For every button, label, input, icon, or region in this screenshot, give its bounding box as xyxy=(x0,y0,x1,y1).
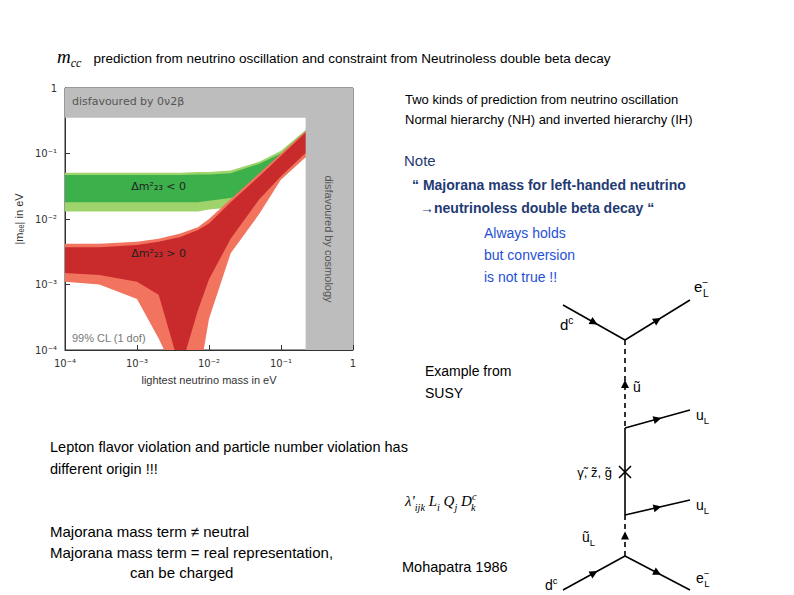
svg-text:10⁻⁴: 10⁻⁴ xyxy=(54,358,76,369)
svg-text:dc: dc xyxy=(545,575,558,593)
svg-text:Lepton flavor violation and pa: Lepton flavor violation and particle num… xyxy=(50,439,408,455)
svg-text:but conversion: but conversion xyxy=(484,247,575,263)
svg-text:Normal hierarchy (NH) and inve: Normal hierarchy (NH) and inverted hiera… xyxy=(405,112,693,127)
svg-text:disfavoured by 0ν2β: disfavoured by 0ν2β xyxy=(72,95,184,108)
svg-text:mccprediction from neutrino os: mccprediction from neutrino oscillation … xyxy=(57,46,611,70)
svg-text:10⁻⁴: 10⁻⁴ xyxy=(35,345,57,356)
svg-text:1: 1 xyxy=(51,83,57,94)
svg-text:uL: uL xyxy=(696,407,709,426)
svg-text:10⁻²: 10⁻² xyxy=(35,214,57,225)
svg-text:Δm²₂₃ < 0: Δm²₂₃ < 0 xyxy=(131,180,186,193)
svg-text:dc: dc xyxy=(560,315,573,333)
svg-text:10⁻¹: 10⁻¹ xyxy=(270,358,292,369)
svg-text:is not true !!: is not true !! xyxy=(484,269,557,285)
svg-text:γ̃, z̃, g̃: γ̃, z̃, g̃ xyxy=(577,465,612,480)
svg-text:10⁻³: 10⁻³ xyxy=(126,358,148,369)
svg-text:Note: Note xyxy=(404,152,436,169)
svg-text:|mₑₑ| in eV: |mₑₑ| in eV xyxy=(13,193,25,245)
svg-text:λ'ijk Li Qj Dck: λ'ijk Li Qj Dck xyxy=(404,491,477,513)
svg-text:99% CL (1 dof): 99% CL (1 dof) xyxy=(72,332,146,344)
svg-text:Always holds: Always holds xyxy=(484,225,566,241)
svg-text:ũ: ũ xyxy=(633,379,641,395)
svg-text:10⁻²: 10⁻² xyxy=(198,358,220,369)
svg-text:different origin !!!: different origin !!! xyxy=(50,461,158,477)
svg-text:→neutrinoless double beta deca: →neutrinoless double beta decay “ xyxy=(420,200,654,216)
svg-text:can be charged: can be charged xyxy=(130,564,233,581)
svg-text:1: 1 xyxy=(350,358,356,369)
svg-text:Δm²₂₃ > 0: Δm²₂₃ > 0 xyxy=(131,247,186,260)
svg-text:“ Majorana mass for left-hande: “ Majorana mass for left-handed neutrino xyxy=(412,177,686,193)
svg-text:uL: uL xyxy=(696,497,709,516)
svg-text:Mohapatra 1986: Mohapatra 1986 xyxy=(402,559,508,575)
svg-text:Majorana mass term ≠ neutral: Majorana mass term ≠ neutral xyxy=(50,523,249,540)
svg-text:ũL: ũL xyxy=(582,529,595,548)
svg-text:e−L: e−L xyxy=(694,277,709,299)
svg-text:e−L: e−L xyxy=(696,568,710,589)
svg-text:Two kinds of prediction from n: Two kinds of prediction from neutrino os… xyxy=(405,92,678,107)
svg-text:Majorana mass term = real repr: Majorana mass term = real representation… xyxy=(50,544,333,561)
svg-text:SUSY: SUSY xyxy=(425,385,464,401)
svg-text:disfavoured by cosmology: disfavoured by cosmology xyxy=(323,175,335,303)
svg-text:10⁻³: 10⁻³ xyxy=(35,279,57,290)
svg-text:lightest neutrino mass in eV: lightest neutrino mass in eV xyxy=(141,374,277,386)
svg-text:10⁻¹: 10⁻¹ xyxy=(35,148,57,159)
svg-text:Example from: Example from xyxy=(425,363,511,379)
